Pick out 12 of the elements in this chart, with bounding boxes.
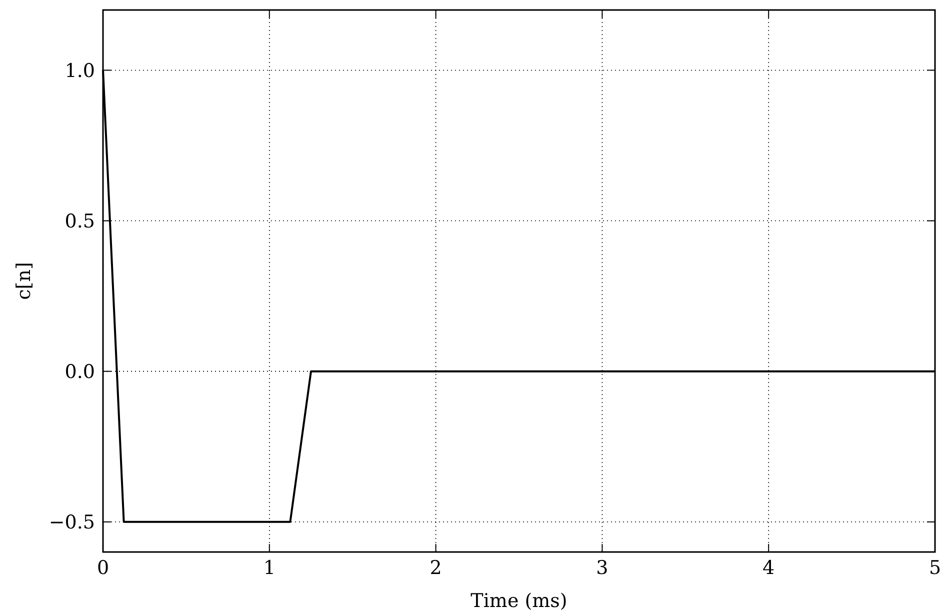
x-axis-title: Time (ms) bbox=[470, 590, 568, 612]
x-tick-label: 3 bbox=[596, 557, 608, 579]
y-tick-label: 1.0 bbox=[64, 60, 95, 82]
x-tick-label: 2 bbox=[430, 557, 442, 579]
y-tick-label: 0.5 bbox=[64, 210, 95, 232]
x-tick-label: 1 bbox=[263, 557, 276, 579]
y-axis-title: c[n] bbox=[13, 262, 35, 300]
x-tick-label: 5 bbox=[928, 557, 942, 579]
x-tick-label: 4 bbox=[762, 557, 775, 579]
y-tick-label: −0.5 bbox=[48, 512, 95, 534]
y-tick-label: 0.0 bbox=[64, 360, 95, 383]
x-tick-label: 0 bbox=[96, 557, 110, 579]
